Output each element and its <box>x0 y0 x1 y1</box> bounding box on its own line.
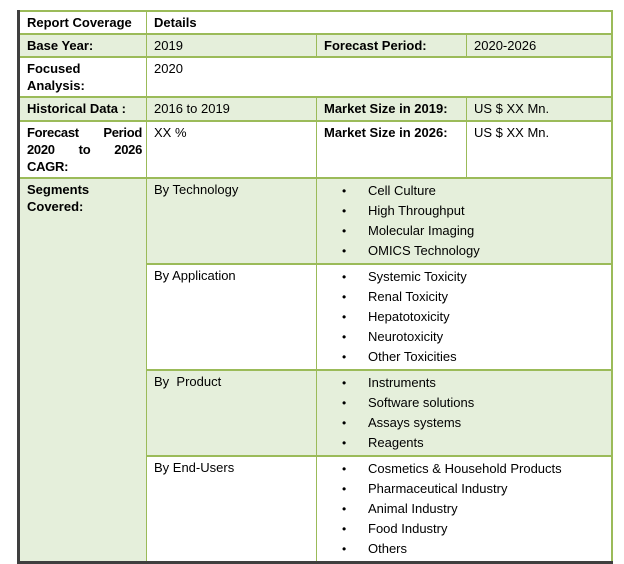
bullet-icon: • <box>342 436 347 450</box>
bullet-icon: • <box>342 350 347 364</box>
list-item-label: Instruments <box>368 375 436 390</box>
table-row: Focused Analysis: 2020 <box>17 56 613 98</box>
segment-items-end-users: • Cosmetics & Household Products • Pharmac… <box>316 455 613 564</box>
bullet-icon: • <box>342 270 347 284</box>
table-row: Segments Covered: By Technology • Cell Cu… <box>17 177 613 564</box>
segment-group-end-users: By End-Users <box>146 455 317 564</box>
table-row: Historical Data : 2016 to 2019 Market Si… <box>17 96 613 122</box>
bullet-icon: • <box>342 462 347 476</box>
historical-data-value: 2016 to 2019 <box>146 96 317 122</box>
list-item-label: Hepatotoxicity <box>368 309 450 324</box>
bullet-list: • Cell Culture • High Throughput • Molecula… <box>324 181 605 261</box>
segment-group-technology: By Technology <box>146 177 317 265</box>
list-item-label: Assays systems <box>368 415 462 430</box>
list-item-label: Renal Toxicity <box>368 289 448 304</box>
list-item: • Hepatotoxicity <box>342 307 605 327</box>
list-item: • Animal Industry <box>342 499 605 519</box>
list-item: • Instruments <box>342 373 605 393</box>
segment-items-application: • Systemic Toxicity • Renal Toxicity • Hepa… <box>316 263 613 371</box>
list-item: • Other Toxicities <box>342 347 605 367</box>
table-row: By Application • Systemic Toxicity • Renal… <box>19 263 613 371</box>
list-item-label: Others <box>368 541 408 556</box>
list-item-label: Reagents <box>368 435 424 450</box>
list-item-label: Cosmetics & Household Products <box>368 461 562 476</box>
segments-covered-label: Segments Covered: <box>17 177 147 564</box>
forecast-period-value: 2020-2026 <box>466 33 613 58</box>
bullet-icon: • <box>342 204 347 218</box>
list-item-label: Pharmaceutical Industry <box>368 481 508 496</box>
list-item: • High Throughput <box>342 201 605 221</box>
list-item-label: Cell Culture <box>368 183 436 198</box>
list-item-label: Other Toxicities <box>368 349 457 364</box>
list-item: • Systemic Toxicity <box>342 267 605 287</box>
list-item: • Software solutions <box>342 393 605 413</box>
bullet-icon: • <box>342 396 347 410</box>
bullet-icon: • <box>342 522 347 536</box>
list-item-label: Food Industry <box>368 521 448 536</box>
list-item: • Cell Culture <box>342 181 605 201</box>
historical-data-label: Historical Data : <box>17 96 147 122</box>
bullet-icon: • <box>342 542 347 556</box>
market-size-2026-value: US $ XX Mn. <box>466 120 613 179</box>
market-size-2019-value: US $ XX Mn. <box>466 96 613 122</box>
report-coverage-table: Report Coverage Details Base Year: 2019 … <box>17 10 613 564</box>
bullet-icon: • <box>342 416 347 430</box>
base-year-label: Base Year: <box>17 33 147 58</box>
market-size-2026-label: Market Size in 2026: <box>316 120 467 179</box>
table-row: Base Year: 2019 Forecast Period: 2020-20… <box>17 33 613 58</box>
bullet-icon: • <box>342 290 347 304</box>
table-row: By Product • Instruments • Software soluti… <box>19 369 613 457</box>
list-item: • Others <box>342 539 605 559</box>
list-item-label: Animal Industry <box>368 501 458 516</box>
header-details: Details <box>146 10 613 35</box>
bullet-icon: • <box>342 310 347 324</box>
list-item-label: Molecular Imaging <box>368 223 475 238</box>
segment-group-application: By Application <box>146 263 317 371</box>
segment-items-technology: • Cell Culture • High Throughput • Molecula… <box>316 177 613 265</box>
list-item-label: Neurotoxicity <box>368 329 444 344</box>
header-report-coverage: Report Coverage <box>17 10 147 35</box>
bullet-icon: • <box>342 502 347 516</box>
bullet-list: • Systemic Toxicity • Renal Toxicity • Hepa… <box>324 267 605 367</box>
base-year-value: 2019 <box>146 33 317 58</box>
bullet-icon: • <box>342 244 347 258</box>
bullet-icon: • <box>342 482 347 496</box>
bullet-list: • Instruments • Software solutions • Assays… <box>324 373 605 453</box>
list-item-label: Systemic Toxicity <box>368 269 467 284</box>
list-item-label: High Throughput <box>368 203 465 218</box>
list-item: • Food Industry <box>342 519 605 539</box>
market-size-2019-label: Market Size in 2019: <box>316 96 467 122</box>
list-item: • Renal Toxicity <box>342 287 605 307</box>
forecast-period-label: Forecast Period: <box>316 33 467 58</box>
focused-analysis-value: 2020 <box>146 56 613 98</box>
segment-items-product: • Instruments • Software solutions • Assays… <box>316 369 613 457</box>
list-item: • OMICS Technology <box>342 241 605 261</box>
list-item-label: OMICS Technology <box>368 243 480 258</box>
list-item-label: Software solutions <box>368 395 475 410</box>
bullet-list: • Cosmetics & Household Products • Pharmac… <box>324 459 605 559</box>
bullet-icon: • <box>342 376 347 390</box>
table-row: Report Coverage Details <box>17 10 613 35</box>
list-item: • Assays systems <box>342 413 605 433</box>
bullet-icon: • <box>342 224 347 238</box>
list-item: • Reagents <box>342 433 605 453</box>
bullet-icon: • <box>342 330 347 344</box>
cagr-value: XX % <box>146 120 317 179</box>
list-item: • Molecular Imaging <box>342 221 605 241</box>
list-item: • Cosmetics & Household Products <box>342 459 605 479</box>
table-row: Forecast Period 2020 to 2026 CAGR: XX % … <box>17 120 613 179</box>
focused-analysis-label: Focused Analysis: <box>17 56 147 98</box>
cagr-label: Forecast Period 2020 to 2026 CAGR: <box>17 120 147 179</box>
segment-group-product: By Product <box>146 369 317 457</box>
bullet-icon: • <box>342 184 347 198</box>
list-item: • Pharmaceutical Industry <box>342 479 605 499</box>
list-item: • Neurotoxicity <box>342 327 605 347</box>
